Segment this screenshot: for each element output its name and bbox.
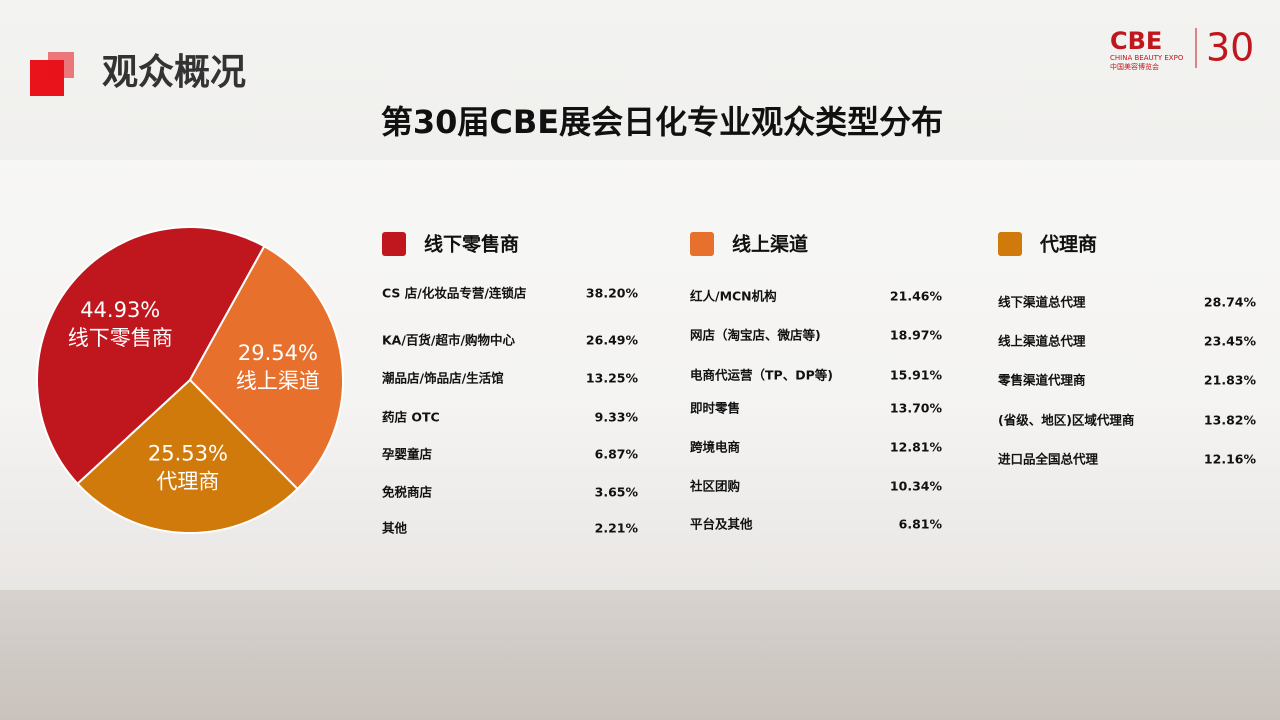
- list-label: 平台及其他: [690, 517, 753, 532]
- legend-swatch: [690, 232, 714, 256]
- pie: 44.93% 线下零售商 29.54% 线上渠道 25.53% 代理商: [36, 226, 344, 534]
- list-header: 线上渠道: [732, 233, 808, 256]
- section-mark: [48, 52, 74, 78]
- list-label: 其他: [382, 521, 408, 536]
- legend-swatch: [998, 232, 1022, 256]
- list-header: 线下零售商: [424, 233, 519, 256]
- list-label: 线下渠道总代理: [998, 295, 1086, 310]
- list-label: 电商代运营（TP、DP等): [690, 368, 833, 383]
- list-value: 21.46%: [890, 289, 943, 304]
- section-title: 观众概况: [102, 52, 246, 93]
- list-label: 零售渠道代理商: [997, 373, 1086, 388]
- list-label: CS 店/化妆品专营/连锁店: [382, 286, 527, 301]
- slice-label: 线下零售商: [68, 326, 173, 350]
- list-value: 26.49%: [586, 333, 639, 348]
- list-label: 孕婴童店: [382, 447, 433, 462]
- list-value: 18.97%: [890, 328, 943, 343]
- list-label: 药店 OTC: [382, 410, 440, 425]
- slice-value: 25.53%: [148, 442, 228, 466]
- list-value: 2.21%: [595, 521, 639, 536]
- logo: CBE: [1110, 27, 1162, 55]
- list-label: 即时零售: [690, 401, 740, 416]
- list-label: 红人/MCN机构: [690, 289, 777, 304]
- list-label: (省级、地区)区域代理商: [998, 413, 1134, 428]
- logo-number: 30: [1206, 26, 1254, 70]
- list-value: 38.20%: [586, 286, 639, 301]
- list-value: 13.82%: [1204, 413, 1257, 428]
- list-value: 3.65%: [595, 485, 639, 500]
- lists: 线下零售商 CS 店/化妆品专营/连锁店 38.20% KA/百货/超市/购物中心 26…: [382, 232, 1256, 536]
- list-value: 10.34%: [890, 479, 943, 494]
- list-value: 12.81%: [890, 440, 943, 455]
- slice-label: 线上渠道: [236, 369, 320, 393]
- list-value: 9.33%: [595, 410, 639, 425]
- list-value: 28.74%: [1204, 295, 1257, 310]
- list-label: 线上渠道总代理: [998, 334, 1086, 349]
- list-value: 6.81%: [899, 517, 943, 532]
- pie-slice: [76, 378, 299, 534]
- logo-en: CHINA BEAUTY EXPO: [1110, 54, 1184, 62]
- list-value: 13.70%: [890, 401, 943, 416]
- list-value: 15.91%: [890, 368, 943, 383]
- list-label: 跨境电商: [690, 440, 740, 455]
- pie-slice: [36, 226, 266, 486]
- list-label: 进口品全国总代理: [998, 452, 1099, 467]
- slice-value: 29.54%: [238, 341, 318, 365]
- list-value: 12.16%: [1204, 452, 1257, 467]
- list-label: 网店（淘宝店、微店等): [690, 328, 821, 343]
- list-value: 6.87%: [595, 447, 639, 462]
- list-label: 免税商店: [382, 485, 433, 500]
- list-value: 21.83%: [1204, 373, 1257, 388]
- pie-slice: [188, 244, 344, 491]
- slice-value: 44.93%: [80, 298, 160, 322]
- slice-label: 代理商: [156, 470, 219, 494]
- list-label: KA/百货/超市/购物中心: [382, 333, 516, 348]
- list-label: 潮品店/饰品店/生活馆: [382, 371, 504, 386]
- list-label: 社区团购: [689, 479, 740, 494]
- list-value: 23.45%: [1204, 334, 1257, 349]
- list-value: 13.25%: [586, 371, 639, 386]
- chart-title: 第30届CBE展会日化专业观众类型分布: [381, 103, 943, 141]
- list-header: 代理商: [1039, 233, 1097, 256]
- legend-swatch: [382, 232, 406, 256]
- logo-cn: 中国美容博览会: [1110, 62, 1159, 71]
